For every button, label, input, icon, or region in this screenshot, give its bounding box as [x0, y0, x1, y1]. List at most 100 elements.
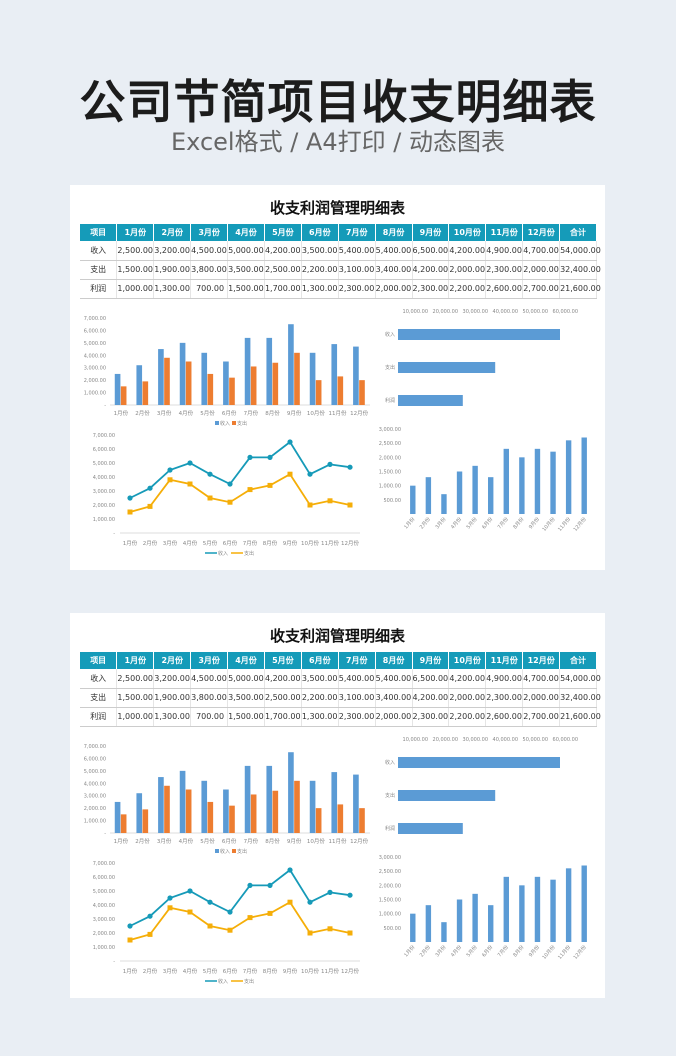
x-tick-label: 60,000.00: [553, 737, 578, 743]
bar-income: [223, 789, 229, 833]
data-point: [307, 899, 313, 905]
bar-expense: [294, 780, 300, 833]
bar: [503, 448, 509, 514]
y-tick-label: 2,000.00: [84, 806, 106, 812]
bar: [550, 879, 556, 942]
x-tick-label: 6月份: [480, 944, 494, 959]
data-point: [287, 439, 293, 445]
bar-income: [331, 344, 338, 405]
data-point: [307, 471, 313, 477]
bar-income: [201, 352, 208, 405]
bar: [441, 494, 447, 514]
x-tick-label: 50,000.00: [523, 309, 548, 315]
x-tick-label: 2月份: [418, 516, 432, 531]
x-tick-label: 5月份: [200, 837, 215, 845]
table-cell: 6,500.00: [412, 669, 450, 689]
legend-label: 收入: [218, 550, 228, 557]
column-header: 3月份: [190, 652, 229, 669]
column-header: 7月份: [338, 652, 376, 669]
x-tick-label: 4月份: [449, 516, 463, 531]
bar-income: [114, 373, 121, 405]
bar: [565, 868, 572, 942]
legend-label: 支出: [237, 420, 247, 427]
table-cell: 3,500.00: [227, 688, 265, 708]
table-cell: 1,900.00: [153, 688, 192, 708]
bar-expense: [315, 380, 322, 405]
table-cell: 1,900.00: [153, 260, 192, 280]
sheet-title: 收支利润管理明细表: [269, 627, 405, 645]
column-header: 5月份: [264, 224, 302, 241]
bar: [398, 790, 496, 801]
x-tick-label: 5月份: [465, 516, 479, 531]
data-point: [227, 927, 233, 933]
table-cell: 4,700.00: [522, 241, 561, 261]
data-point: [247, 454, 253, 460]
table-cell: 2,500.00: [116, 241, 155, 261]
bar: [398, 362, 496, 373]
y-tick-label: 6,000.00: [93, 447, 115, 453]
sheet-preview: 收支利润管理明细表 项目 1月份 2月份 3月份 4月份 5月份 6月份 7月份 8月份 9月份 1…: [70, 613, 605, 998]
table-cell: 3,200.00: [153, 669, 192, 689]
legend-swatch: [215, 421, 219, 425]
y-tick-label: -: [113, 531, 115, 537]
table-cell: 1,700.00: [264, 279, 302, 299]
data-point: [127, 937, 133, 943]
y-tick-label: 5,000.00: [93, 461, 115, 467]
x-tick-label: 2月份: [418, 944, 432, 959]
bar-expense: [164, 357, 170, 405]
y-tick-label: 6,000.00: [93, 875, 115, 881]
x-tick-label: 12月份: [572, 516, 588, 533]
bar: [581, 437, 587, 514]
y-tick-label: 2,000.00: [379, 883, 401, 889]
data-point: [347, 464, 353, 470]
y-tick-label: 6,000.00: [84, 756, 106, 762]
y-tick-label: 500.00: [384, 926, 402, 932]
table-cell: 1,300.00: [301, 707, 339, 727]
y-tick-label: -: [104, 831, 106, 837]
x-tick-label: 10月份: [301, 539, 319, 547]
x-tick-label: 8月份: [265, 837, 280, 845]
series-line-expense: [129, 901, 351, 941]
x-tick-label: 1月份: [114, 837, 129, 845]
y-tick-label: 3,000.00: [93, 917, 115, 923]
bar: [410, 485, 416, 514]
x-tick-label: 2月份: [143, 539, 158, 547]
x-tick-label: 6月份: [480, 516, 494, 531]
y-tick-label: 2,500.00: [379, 441, 401, 447]
data-point: [187, 888, 193, 894]
bar: [456, 471, 463, 514]
column-header: 12月份: [522, 652, 561, 669]
data-point: [327, 889, 333, 895]
column-header: 11月份: [485, 652, 524, 669]
x-tick-label: 11月份: [321, 539, 339, 547]
table-cell: 2,200.00: [448, 707, 487, 727]
table-cell: 1,300.00: [153, 279, 192, 299]
column-header: 4月份: [227, 224, 265, 241]
y-tick-label: 5,000.00: [84, 769, 106, 775]
x-tick-label: 8月份: [263, 967, 278, 975]
profit-column-chart: 500.00 1,000.00 1,500.00 2,000.00 2,500.00 3,…: [379, 855, 588, 961]
x-tick-label: 1月份: [123, 967, 138, 975]
column-header: 11月份: [485, 224, 524, 241]
data-point: [287, 471, 293, 477]
y-tick-label: 利润: [385, 825, 395, 832]
data-point: [307, 502, 313, 508]
table-cell: 5,400.00: [338, 241, 376, 261]
bar-income: [158, 349, 164, 405]
table-cell: 5,000.00: [227, 241, 265, 261]
data-point: [267, 882, 273, 888]
y-tick-label: 2,000.00: [379, 455, 401, 461]
y-tick-label: 4,000.00: [93, 475, 115, 481]
x-tick-label: 11月份: [329, 409, 347, 417]
table-cell: 5,000.00: [227, 669, 265, 689]
x-tick-label: 6月份: [223, 967, 238, 975]
y-tick-label: 1,000.00: [379, 912, 401, 918]
column-header: 1月份: [116, 224, 155, 241]
column-header: 2月份: [153, 224, 192, 241]
data-point: [167, 467, 173, 473]
table-cell: 3,400.00: [375, 688, 413, 708]
table-cell: 4,700.00: [522, 669, 561, 689]
column-header: 4月份: [227, 652, 265, 669]
table-cell: 4,500.00: [190, 669, 229, 689]
table-cell: 3,200.00: [153, 241, 192, 261]
